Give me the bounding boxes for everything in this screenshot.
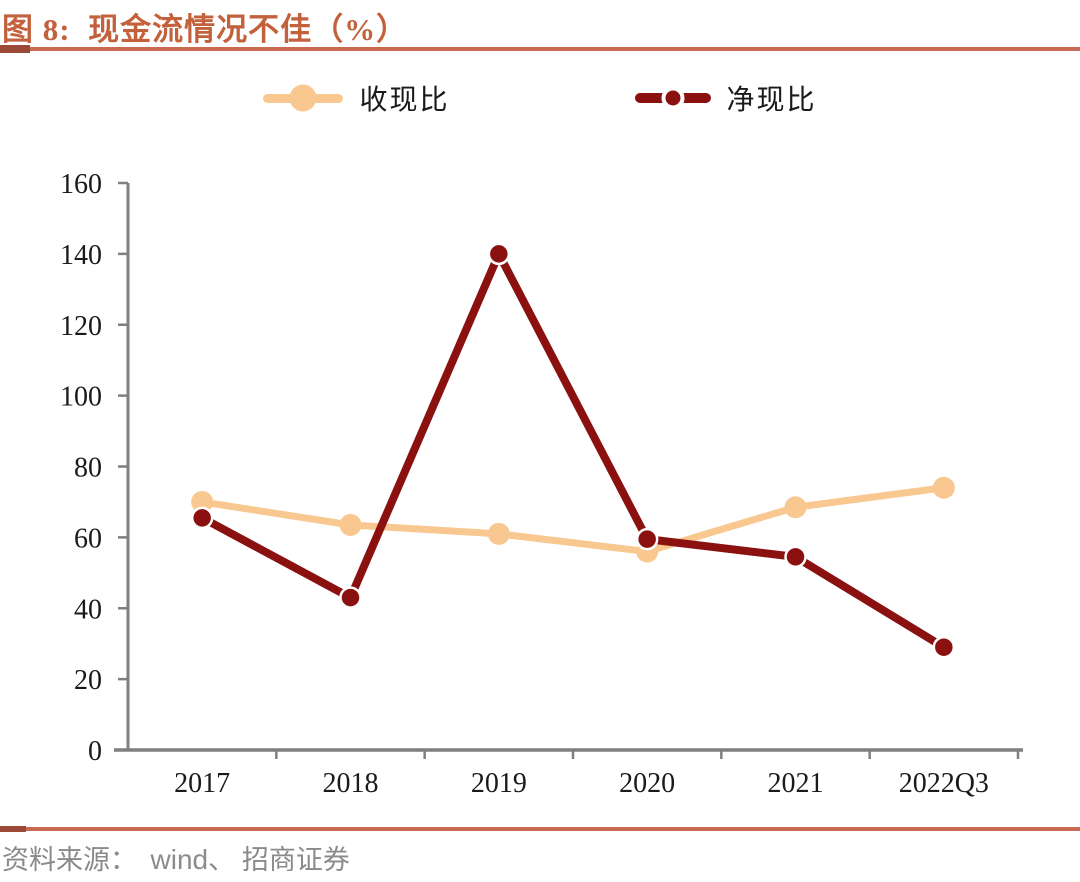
legend-dot-icon [661, 86, 684, 110]
series-marker-1 [932, 635, 956, 659]
title-divider [0, 45, 1080, 53]
source-suffix: 、 招商证券 [208, 845, 350, 875]
series-marker-0 [784, 496, 807, 519]
legend-label: 收现比 [359, 85, 450, 116]
source-divider [0, 826, 1080, 832]
series-marker-1 [487, 242, 511, 266]
chart-legend: 收现比 净现比 [0, 78, 1080, 118]
source-line: 资料来源： wind、 招商证券 [2, 838, 350, 877]
x-tick-label: 2017 [174, 768, 230, 799]
x-tick-label: 2022Q3 [899, 768, 989, 799]
series-marker-0 [487, 522, 510, 545]
source-vendor: wind [150, 844, 209, 875]
y-tick-label: 60 [74, 523, 102, 554]
y-tick-label: 80 [74, 453, 102, 484]
y-tick-label: 100 [60, 382, 102, 413]
series-marker-1 [190, 506, 214, 530]
x-tick-label: 2020 [619, 768, 675, 799]
series-marker-0 [339, 513, 362, 536]
series-marker-0 [191, 490, 214, 513]
legend-item-jingxianbi: 净现比 [634, 78, 817, 118]
y-tick-label: 0 [88, 736, 102, 767]
series-marker-1 [635, 527, 659, 551]
legend-line-dot-marker [263, 84, 344, 112]
legend-label: 净现比 [726, 85, 817, 116]
x-tick-label: 2018 [323, 768, 379, 799]
legend-line-dot-marker [634, 86, 711, 110]
legend-item-shouxianbi: 收现比 [263, 78, 449, 118]
source-prefix: 资料来源： [2, 845, 151, 875]
y-tick-label: 160 [60, 169, 102, 200]
y-tick-label: 40 [74, 594, 102, 625]
series-marker-0 [932, 476, 955, 499]
chart-svg: 0 20 40 60 80 100 120 140 160 2017 2018 2019 2020 202… [60, 169, 1023, 799]
series-line-0 [198, 484, 948, 556]
figure-title: 图 8: 现金流情况不佳（%） [2, 12, 409, 47]
x-tick-label: 2021 [768, 768, 824, 799]
y-tick-label: 120 [60, 311, 102, 342]
series-marker-1 [784, 545, 807, 569]
series-marker-1 [339, 586, 362, 609]
legend-dot-icon [289, 84, 317, 112]
y-tick-label: 140 [60, 240, 102, 271]
x-tick-label: 2019 [471, 768, 527, 799]
series-line-1 [198, 244, 948, 652]
y-tick-label: 20 [74, 665, 102, 696]
